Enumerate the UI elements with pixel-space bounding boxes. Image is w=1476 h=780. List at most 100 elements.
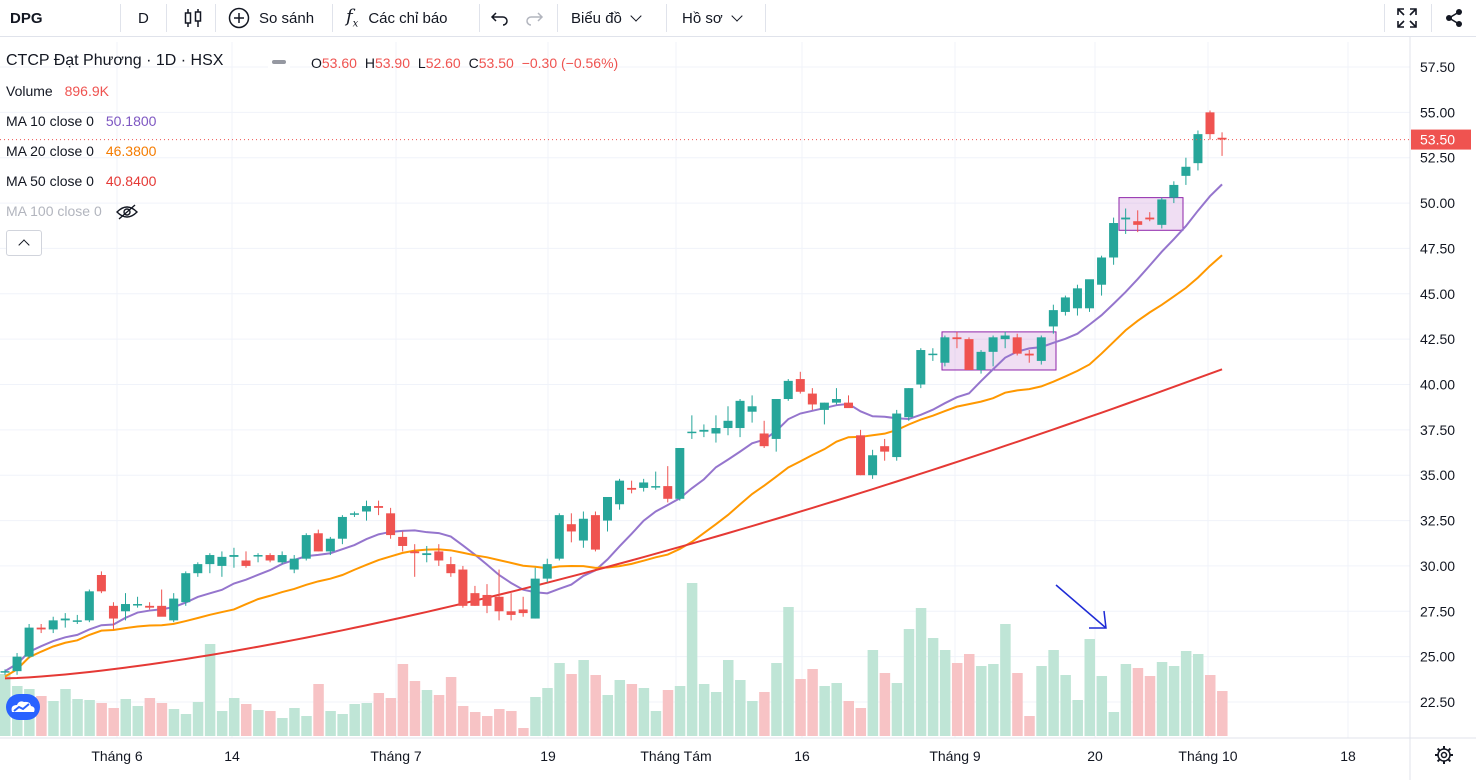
toolbar-divider [1384, 4, 1385, 32]
price-tick-label: 27.50 [1420, 603, 1455, 619]
interval-label: D [138, 9, 149, 27]
candle-body [482, 594, 492, 606]
volume-label: Volume [6, 83, 53, 99]
time-tick-label: 18 [1340, 748, 1356, 764]
chart-legend-title-row: CTCP Đạt Phương · 1D · HSX [6, 52, 227, 70]
fullscreen-icon [1397, 8, 1417, 28]
volume-bar [506, 711, 517, 736]
time-tick-label: Tháng 10 [1178, 748, 1237, 764]
candle-body [542, 564, 552, 579]
ohlc-values: O53.60 H53.90 L52.60 C53.50 −0.30 (−0.56… [311, 55, 622, 71]
candle-body [362, 506, 371, 512]
redo-icon [526, 12, 544, 26]
volume-bar [795, 679, 806, 736]
profile-menu-label: Hồ sơ [682, 9, 723, 27]
candle-body [675, 448, 685, 499]
interval-button[interactable]: D [138, 0, 149, 36]
candle-body [217, 556, 227, 566]
candle-body [121, 604, 130, 612]
change-value: −0.30 (−0.56%) [521, 55, 619, 71]
volume-bar [879, 673, 891, 736]
eye-crossed-icon[interactable] [115, 204, 138, 220]
plus-circle-icon [228, 7, 250, 29]
volume-bar [867, 650, 879, 736]
volume-bar [84, 700, 95, 736]
volume-bar [939, 650, 951, 736]
undo-button[interactable] [490, 0, 510, 36]
candle-body [337, 516, 347, 539]
volume-bar [1096, 676, 1108, 736]
candle-body [1157, 199, 1167, 225]
volume-bar [602, 695, 613, 736]
collapse-legend-button[interactable] [268, 52, 290, 72]
candle-body [325, 538, 335, 552]
volume-bar [759, 692, 770, 736]
volume-bar [891, 683, 903, 736]
candle-body [398, 536, 408, 546]
candle-body [807, 393, 817, 405]
volume-bar [325, 711, 336, 736]
settings-button[interactable] [1433, 744, 1455, 766]
volume-bar [807, 669, 818, 736]
volume-bar [1108, 712, 1120, 736]
volume-bar [1000, 624, 1011, 736]
volume-bar [277, 718, 288, 736]
fullscreen-button[interactable] [1396, 0, 1418, 36]
redo-button[interactable] [524, 0, 544, 36]
price-tick-label: 37.50 [1420, 422, 1455, 438]
toolbar-divider [479, 4, 480, 32]
candle-body [1133, 221, 1143, 225]
share-button[interactable] [1444, 0, 1464, 36]
ma20-value: 46.3800 [105, 143, 157, 159]
chart-menu-button[interactable]: Biểu đồ [571, 0, 642, 36]
volume-bar [964, 654, 975, 736]
compare-label: So sánh [259, 9, 315, 27]
ma10-legend: MA 10 close 0 50.1800 [6, 113, 160, 129]
candle-body [470, 593, 480, 606]
time-tick-label: 19 [540, 748, 556, 764]
chart-style-button[interactable] [182, 0, 204, 36]
volume-bar [397, 664, 409, 736]
volume-bar [819, 686, 830, 736]
volume-bar [650, 711, 662, 736]
close-value: 53.50 [478, 55, 514, 71]
moving-averages [4, 183, 1223, 680]
toolbar-divider [666, 4, 667, 32]
price-tick-label: 32.50 [1420, 513, 1455, 529]
indicators-button[interactable]: fx Các chỉ báo [346, 0, 448, 36]
toolbar-divider [557, 4, 558, 32]
candle-body [518, 609, 528, 614]
open-label: O [311, 55, 322, 71]
compare-button[interactable]: So sánh [228, 0, 314, 36]
tradingview-logo[interactable] [6, 694, 40, 720]
volume-bar [951, 663, 963, 736]
volume-bar [120, 699, 131, 736]
legend-toggle-button[interactable] [6, 230, 42, 256]
candle-body [181, 573, 191, 603]
volume-bar [1168, 666, 1180, 736]
candle-body [48, 620, 58, 630]
candle-body [133, 604, 143, 606]
candle-body [1205, 112, 1215, 135]
volume-bar [313, 684, 324, 736]
candle-body [759, 433, 769, 447]
candle-body [1024, 353, 1034, 356]
candle-body [241, 560, 251, 566]
time-tick-label: 14 [224, 748, 240, 764]
volume-bar [0, 674, 11, 736]
volume-bar [723, 660, 734, 736]
profile-menu-button[interactable]: Hồ sơ [682, 0, 743, 36]
candle-body [868, 455, 878, 476]
ma10-value: 50.1800 [105, 113, 157, 129]
candle-body [735, 400, 745, 429]
volume-bars [0, 583, 1228, 736]
symbol-search-button[interactable]: DPG [10, 0, 43, 36]
candle-body [434, 551, 444, 561]
volume-bar [289, 708, 300, 736]
candle-body [976, 351, 986, 370]
volume-bar [855, 708, 867, 736]
annotations [1055, 584, 1107, 629]
volume-bar [626, 684, 638, 736]
time-tick-label: Tháng Tám [640, 748, 711, 764]
